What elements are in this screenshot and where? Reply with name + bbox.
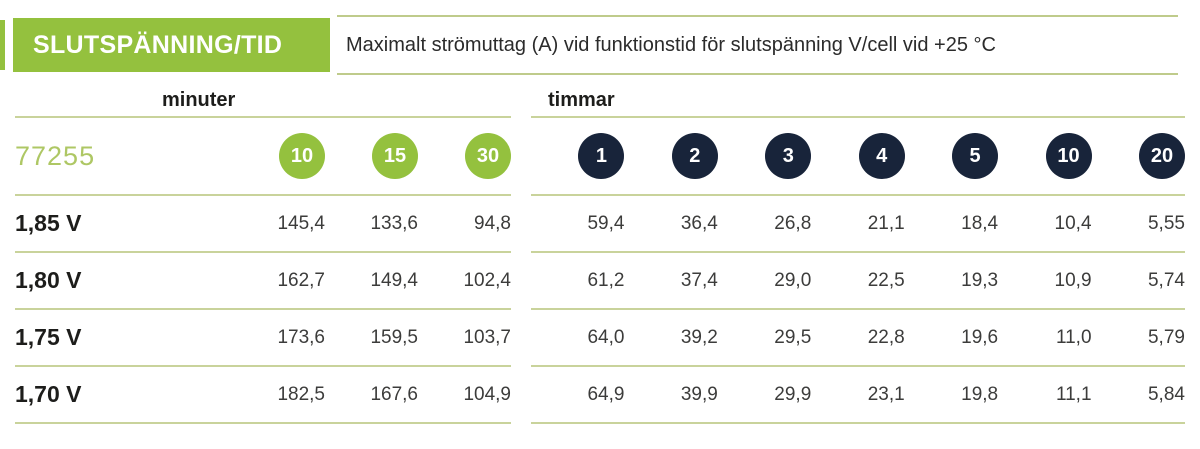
value-cell: 21,1	[867, 212, 905, 234]
column-header-row: 77255 10 15 30 1 2	[15, 118, 1185, 196]
value-cell: 26,8	[774, 212, 812, 234]
value-cell: 5,55	[1147, 212, 1185, 234]
value-cell: 29,5	[774, 326, 812, 348]
table-header: SLUTSPÄNNING/TID Maximalt strömuttag (A)…	[0, 15, 1200, 75]
value-cell: 167,6	[370, 383, 418, 405]
value-cell: 29,9	[774, 383, 812, 405]
value-cell: 173,6	[277, 326, 325, 348]
minutes-column-badge: 10	[279, 133, 325, 179]
current-draw-table: minuter timmar 77255 10 15 30	[15, 88, 1185, 424]
value-cell: 5,74	[1147, 269, 1185, 291]
minutes-column-badge: 15	[372, 133, 418, 179]
value-cell: 149,4	[370, 269, 418, 291]
value-cell: 64,9	[587, 383, 625, 405]
value-cell: 19,6	[961, 326, 999, 348]
value-cell: 61,2	[587, 269, 625, 291]
value-cell: 39,9	[680, 383, 718, 405]
value-cell: 11,1	[1055, 383, 1092, 405]
value-cell: 159,5	[370, 326, 418, 348]
table-row: 1,80 V 162,7 149,4 102,4 61,2 37,4 29,0 …	[15, 253, 1185, 310]
page-edge-accent	[0, 20, 5, 70]
voltage-row-label: 1,75 V	[15, 324, 82, 350]
value-cell: 29,0	[774, 269, 812, 291]
value-cell: 94,8	[474, 212, 511, 234]
group-label-minutes: minuter	[162, 89, 236, 111]
value-cell: 10,9	[1054, 269, 1092, 291]
table-title: SLUTSPÄNNING/TID	[13, 18, 330, 72]
value-cell: 22,8	[867, 326, 905, 348]
value-cell: 11,0	[1055, 326, 1092, 348]
hours-column-badge: 1	[578, 133, 625, 179]
value-cell: 64,0	[587, 326, 625, 348]
hours-column-badge: 20	[1138, 133, 1185, 179]
value-cell: 182,5	[277, 383, 325, 405]
table-subtitle: Maximalt strömuttag (A) vid funktionstid…	[337, 15, 1178, 75]
hours-column-badge: 5	[952, 133, 999, 179]
product-code: 77255	[15, 140, 96, 171]
voltage-row-label: 1,85 V	[15, 210, 82, 236]
value-cell: 104,9	[463, 383, 511, 405]
voltage-row-label: 1,70 V	[15, 381, 82, 407]
value-cell: 145,4	[277, 212, 325, 234]
hours-column-badge: 2	[671, 133, 718, 179]
value-cell: 5,84	[1147, 383, 1185, 405]
value-cell: 133,6	[370, 212, 418, 234]
value-cell: 103,7	[463, 326, 511, 348]
hours-column-badge: 10	[1045, 133, 1092, 179]
hours-column-badge: 4	[858, 133, 905, 179]
value-cell: 19,3	[961, 269, 999, 291]
value-cell: 23,1	[867, 383, 905, 405]
value-cell: 18,4	[961, 212, 999, 234]
value-cell: 22,5	[867, 269, 905, 291]
value-cell: 5,79	[1147, 326, 1185, 348]
voltage-row-label: 1,80 V	[15, 267, 82, 293]
value-cell: 59,4	[587, 212, 625, 234]
value-cell: 39,2	[680, 326, 718, 348]
value-cell: 162,7	[277, 269, 325, 291]
value-cell: 37,4	[680, 269, 718, 291]
hours-column-badge: 3	[765, 133, 812, 179]
group-header-row: minuter timmar	[15, 88, 1185, 118]
table-row: 1,75 V 173,6 159,5 103,7 64,0 39,2 29,5 …	[15, 310, 1185, 367]
group-label-hours: timmar	[548, 89, 615, 111]
minutes-column-badge: 30	[465, 133, 511, 179]
value-cell: 10,4	[1054, 212, 1092, 234]
value-cell: 36,4	[680, 212, 718, 234]
table-row: 1,70 V 182,5 167,6 104,9 64,9 39,9 29,9 …	[15, 367, 1185, 424]
value-cell: 19,8	[961, 383, 999, 405]
value-cell: 102,4	[463, 269, 511, 291]
table-row: 1,85 V 145,4 133,6 94,8 59,4 36,4 26,8 2…	[15, 196, 1185, 253]
